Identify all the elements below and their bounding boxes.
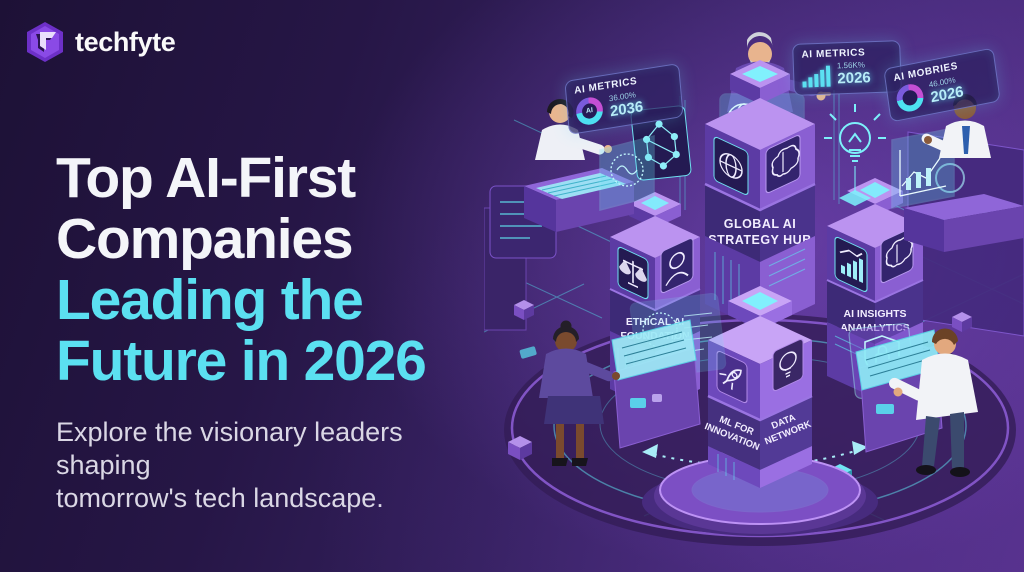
title-line-4: Future in 2026	[56, 329, 427, 393]
dashed-arrow-arc	[644, 447, 866, 467]
lightbulb-node	[824, 104, 886, 206]
brain-hologram-icon	[610, 153, 644, 187]
subtitle-line-2: tomorrow's tech landscape.	[56, 483, 384, 513]
title-line-1: Top AI-First	[56, 146, 356, 210]
person-operator-bottom-left	[539, 293, 727, 466]
brain-hologram-screen	[599, 135, 655, 211]
metric-year: 2036	[609, 97, 644, 120]
title-line-2: Companies	[56, 207, 354, 271]
person-icon-panel	[660, 237, 694, 294]
rocket-icon-panel	[716, 350, 748, 404]
subtitle-line-1: Explore the visionary leaders shaping	[56, 417, 403, 480]
pillar-ai-insights: AI INSIGHTS ANAIALYTICS	[826, 178, 924, 398]
necktie	[962, 126, 970, 154]
arrow-right-icon	[852, 441, 868, 455]
title-line-3: Leading the	[56, 268, 364, 332]
page-title: Top AI-First Companies Leading the Futur…	[56, 148, 496, 392]
brand-logo[interactable]: techfyte	[24, 20, 176, 64]
person-operator-bottom-right	[848, 323, 978, 477]
pillar-right-label-1: AI INSIGHTS	[843, 308, 906, 320]
globe-icon-panel	[713, 136, 749, 195]
brain-icon-panel	[765, 135, 801, 194]
person-analyst-top-left	[524, 99, 692, 232]
pillar-center-label-1: GLOBAL AI	[724, 217, 797, 231]
techfyte-hexagon-icon	[27, 22, 63, 62]
chip-icon	[519, 346, 537, 359]
kiosk-screen	[611, 319, 697, 381]
donut-center-label: AI	[585, 107, 594, 116]
donut-chart-icon: AI	[574, 95, 605, 127]
isometric-illustration: ETHICAL AI FOUNDATION	[484, 32, 1024, 546]
scales-icon-panel	[617, 246, 649, 300]
chart-hologram-lines	[899, 150, 947, 197]
metric-panel-title: AI METRICS	[801, 47, 866, 61]
arrow-left-icon	[642, 444, 658, 458]
bar-chart-icon-panel	[834, 236, 868, 293]
network-graph-icon	[642, 120, 680, 170]
pillar-global-ai-strategy-hub: GLOBAL AI STRATEGY HUB	[704, 60, 816, 330]
brand-name: techfyte	[75, 26, 176, 57]
lightbulb-icon-panel	[772, 338, 804, 392]
metric-year: 2026	[837, 68, 872, 88]
person-analyst-top-right	[891, 94, 1024, 252]
bar-chart-icon	[802, 64, 831, 88]
hero-text-block: Top AI-First Companies Leading the Futur…	[56, 148, 496, 515]
donut-chart-icon	[894, 81, 926, 114]
pillar-ml-data: ML FOR INNOVATION DATA NETWORK	[642, 286, 878, 536]
subtitle: Explore the visionary leaders shaping to…	[56, 416, 496, 515]
pillar-center-label-2: STRATEGY HUB	[708, 233, 811, 247]
